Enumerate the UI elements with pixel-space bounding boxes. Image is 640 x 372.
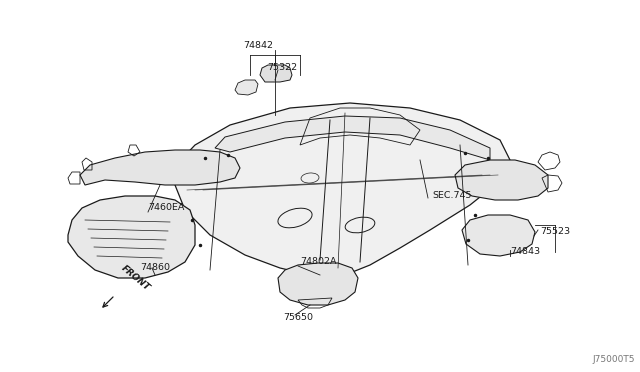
Text: SEC.745: SEC.745: [432, 190, 472, 199]
Polygon shape: [260, 65, 292, 82]
Text: J75000T5: J75000T5: [593, 355, 635, 364]
Polygon shape: [462, 215, 535, 256]
Polygon shape: [80, 150, 240, 185]
Text: 74802A: 74802A: [300, 257, 337, 266]
Polygon shape: [68, 196, 195, 278]
Polygon shape: [175, 103, 510, 275]
Text: 75523: 75523: [540, 228, 570, 237]
Text: 74843: 74843: [510, 247, 540, 257]
Text: 74842: 74842: [243, 42, 273, 51]
Text: FRONT: FRONT: [120, 264, 152, 293]
Polygon shape: [278, 263, 358, 305]
Polygon shape: [235, 80, 258, 95]
Text: 7460EA: 7460EA: [148, 203, 184, 212]
Text: 74860: 74860: [140, 263, 170, 273]
Polygon shape: [215, 116, 490, 160]
Text: 75322: 75322: [267, 64, 297, 73]
Text: 75650: 75650: [283, 314, 313, 323]
Polygon shape: [455, 160, 548, 200]
